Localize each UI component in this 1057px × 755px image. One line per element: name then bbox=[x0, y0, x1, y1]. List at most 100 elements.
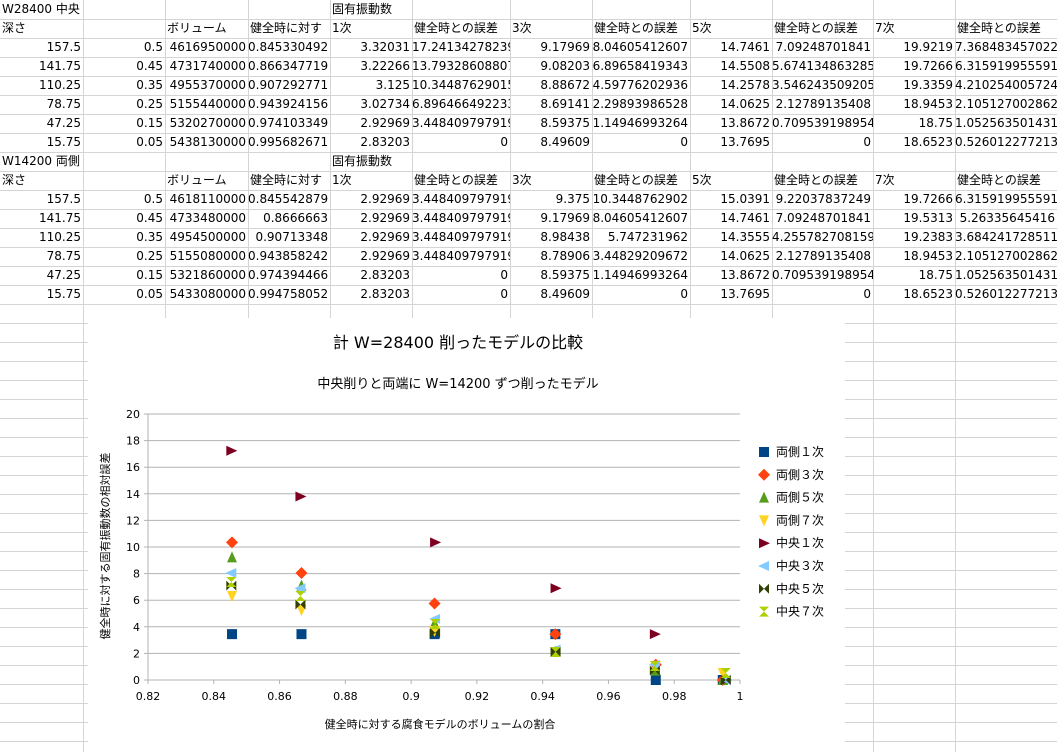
data-cell[interactable]: 15.75 bbox=[46, 135, 81, 149]
data-cell[interactable]: 10.3448762902 bbox=[592, 192, 688, 206]
data-cell[interactable]: 3.125 bbox=[375, 78, 410, 92]
column-header[interactable]: 健全時との誤差 bbox=[594, 21, 678, 35]
data-cell[interactable]: 0.5 bbox=[143, 192, 163, 206]
data-cell[interactable]: 8.49609 bbox=[540, 135, 590, 149]
data-cell[interactable]: 0.15 bbox=[136, 116, 163, 130]
data-cell[interactable]: 2.92969 bbox=[360, 192, 410, 206]
data-cell[interactable]: 19.2383 bbox=[903, 230, 953, 244]
data-point[interactable] bbox=[227, 629, 238, 640]
data-cell[interactable]: 19.7266 bbox=[903, 59, 953, 73]
data-cell[interactable]: 0.05 bbox=[136, 287, 163, 301]
data-point[interactable] bbox=[295, 599, 306, 610]
data-point[interactable] bbox=[650, 675, 661, 685]
legend-marker[interactable] bbox=[759, 491, 769, 503]
data-cell[interactable]: 0.943858242 bbox=[248, 249, 329, 263]
data-cell[interactable]: 19.3359 bbox=[903, 78, 953, 92]
data-cell[interactable]: 13.7695 bbox=[720, 287, 770, 301]
data-cell[interactable]: 5.26335645416 bbox=[959, 211, 1055, 225]
data-cell[interactable]: 110.25 bbox=[39, 78, 81, 92]
data-cell[interactable]: 0.974394466 bbox=[248, 268, 329, 282]
data-cell[interactable]: 19.7266 bbox=[903, 192, 953, 206]
data-cell[interactable]: 47.25 bbox=[46, 268, 81, 282]
data-cell[interactable]: 5321860000 bbox=[169, 268, 246, 282]
data-cell[interactable]: 157.5 bbox=[46, 192, 81, 206]
data-cell[interactable]: 141.75 bbox=[39, 59, 81, 73]
data-cell[interactable]: 3.448409797919 bbox=[412, 211, 510, 225]
legend-marker[interactable] bbox=[759, 447, 769, 457]
data-cell[interactable]: 1.052563501431 bbox=[955, 268, 1057, 282]
data-cell[interactable]: 78.75 bbox=[46, 97, 81, 111]
column-header[interactable]: 健全時との誤差 bbox=[774, 21, 858, 35]
column-header[interactable]: 健全時との誤差 bbox=[414, 21, 498, 35]
data-cell[interactable]: 5438130000 bbox=[169, 135, 246, 149]
data-cell[interactable]: 0 bbox=[680, 135, 688, 149]
column-header[interactable]: 7次 bbox=[875, 173, 895, 187]
data-cell[interactable]: 0.974103349 bbox=[248, 116, 329, 130]
data-cell[interactable]: 0 bbox=[500, 268, 508, 282]
column-header[interactable]: 健全時との誤差 bbox=[774, 173, 858, 187]
data-point[interactable] bbox=[295, 491, 307, 502]
data-cell[interactable]: 0 bbox=[863, 135, 871, 149]
data-point[interactable] bbox=[295, 566, 308, 579]
data-cell[interactable]: 4731740000 bbox=[169, 59, 246, 73]
column-header[interactable]: 1次 bbox=[332, 173, 352, 187]
data-cell[interactable]: 0.943924156 bbox=[248, 97, 329, 111]
data-cell[interactable]: 6.315919955591 bbox=[955, 192, 1057, 206]
data-cell[interactable]: 7.09248701841 bbox=[775, 211, 871, 225]
data-point[interactable] bbox=[550, 583, 562, 594]
data-cell[interactable]: 1.14946993264 bbox=[592, 116, 688, 130]
data-cell[interactable]: 4733480000 bbox=[169, 211, 246, 225]
data-point[interactable] bbox=[226, 445, 238, 456]
data-cell[interactable]: 19.9219 bbox=[903, 40, 953, 54]
data-cell[interactable]: 5433080000 bbox=[169, 287, 246, 301]
data-cell[interactable]: 18.75 bbox=[918, 268, 953, 282]
data-cell[interactable]: 0.526012277213 bbox=[955, 287, 1057, 301]
data-cell[interactable]: 13.79328608807 bbox=[412, 59, 510, 73]
data-cell[interactable]: 14.7461 bbox=[720, 211, 770, 225]
legend-marker[interactable] bbox=[759, 515, 769, 527]
data-cell[interactable]: 3.22266 bbox=[360, 59, 410, 73]
data-cell[interactable]: 0.35 bbox=[136, 230, 163, 244]
group-header[interactable]: 固有振動数 bbox=[332, 2, 393, 16]
data-cell[interactable]: 4954500000 bbox=[169, 230, 246, 244]
data-cell[interactable]: 7.368483457022 bbox=[955, 40, 1057, 54]
data-cell[interactable]: 6.896466492233 bbox=[412, 97, 510, 111]
data-cell[interactable]: 2.83203 bbox=[360, 287, 410, 301]
data-cell[interactable]: 15.75 bbox=[46, 287, 81, 301]
data-cell[interactable]: 8.88672 bbox=[540, 78, 590, 92]
data-cell[interactable]: 4616950000 bbox=[169, 40, 246, 54]
data-cell[interactable]: 3.448409797919 bbox=[412, 192, 510, 206]
column-header[interactable]: 7次 bbox=[875, 21, 895, 35]
data-cell[interactable]: 8.69141 bbox=[540, 97, 590, 111]
column-header[interactable]: 健全時との誤差 bbox=[594, 173, 678, 187]
data-point[interactable] bbox=[294, 583, 306, 594]
data-cell[interactable]: 13.7695 bbox=[720, 135, 770, 149]
data-cell[interactable]: 8.49609 bbox=[540, 287, 590, 301]
legend-marker[interactable] bbox=[759, 538, 770, 549]
data-cell[interactable]: 2.92969 bbox=[360, 230, 410, 244]
data-cell[interactable]: 8.98438 bbox=[540, 230, 590, 244]
data-cell[interactable]: 0.845542879 bbox=[248, 192, 329, 206]
data-point[interactable] bbox=[649, 665, 660, 676]
data-cell[interactable]: 3.684241728511 bbox=[955, 230, 1057, 244]
data-point[interactable] bbox=[649, 661, 660, 672]
legend-marker[interactable] bbox=[759, 583, 769, 594]
data-cell[interactable]: 0.15 bbox=[136, 268, 163, 282]
scatter-chart[interactable]: 計 W=28400 削ったモデルの比較 中央削りと両端に W=14200 ずつ削… bbox=[88, 318, 845, 752]
data-cell[interactable]: 8.78906 bbox=[540, 249, 590, 263]
column-header[interactable]: 3次 bbox=[512, 173, 532, 187]
data-cell[interactable]: 15.0391 bbox=[720, 192, 770, 206]
data-cell[interactable]: 13.8672 bbox=[720, 268, 770, 282]
column-header[interactable]: 健全時との誤差 bbox=[957, 21, 1041, 35]
data-cell[interactable]: 0.35 bbox=[136, 78, 163, 92]
data-cell[interactable]: 4955370000 bbox=[169, 78, 246, 92]
data-cell[interactable]: 0.8666663 bbox=[263, 211, 328, 225]
data-point[interactable] bbox=[227, 551, 238, 563]
legend-marker[interactable] bbox=[759, 606, 769, 617]
data-point[interactable] bbox=[226, 536, 239, 549]
data-point[interactable] bbox=[430, 619, 441, 630]
data-cell[interactable]: 14.0625 bbox=[720, 249, 770, 263]
data-cell[interactable]: 13.8672 bbox=[720, 116, 770, 130]
data-cell[interactable]: 5.674134863285 bbox=[772, 59, 873, 73]
data-cell[interactable]: 0.845330492 bbox=[248, 40, 329, 54]
